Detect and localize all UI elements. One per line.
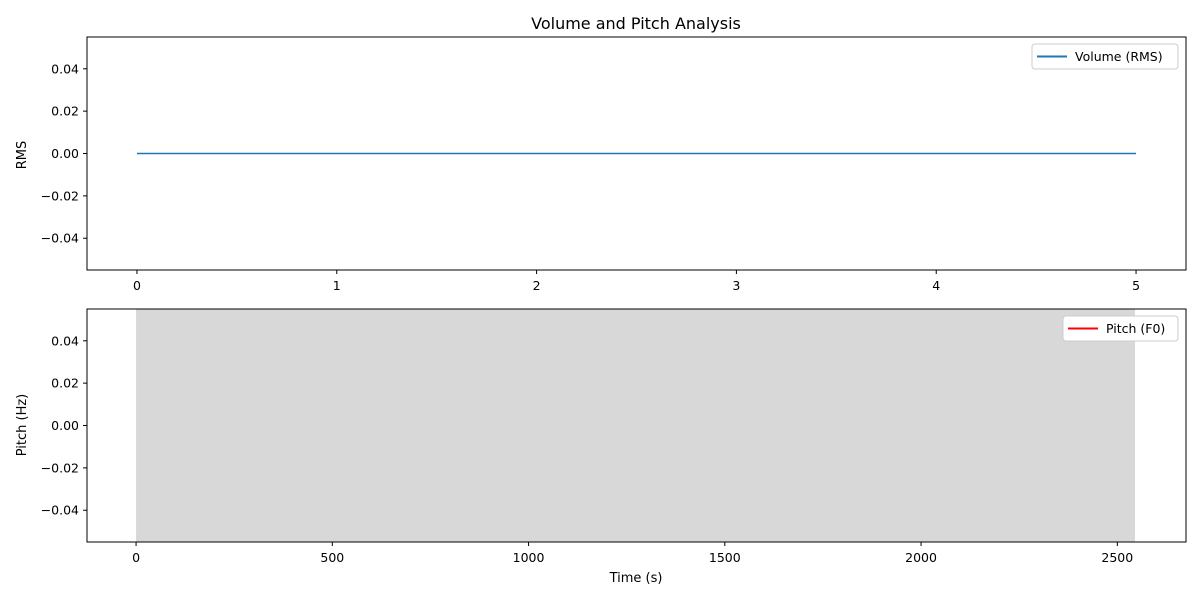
pitch-y-tick-label: 0.00 — [51, 418, 79, 433]
pitch-legend-label: Pitch (F0) — [1106, 321, 1165, 336]
volume-x-tick-label: 2 — [533, 278, 541, 293]
pitch-panel: −0.04 −0.02 0.00 0.02 0.04 0 500 1000 1500 2000 2… — [15, 308, 1187, 586]
volume-legend-label: Volume (RMS) — [1075, 49, 1163, 64]
volume-y-ticks: −0.04 −0.02 0.00 0.02 0.04 — [41, 61, 87, 246]
volume-y-tick-label: 0.00 — [51, 146, 79, 161]
pitch-y-ticks: −0.04 −0.02 0.00 0.02 0.04 — [41, 333, 87, 518]
pitch-y-tick-label: −0.04 — [41, 503, 79, 518]
volume-legend-box — [1031, 43, 1179, 70]
volume-panel: −0.04 −0.02 0.00 0.02 0.04 0 1 2 3 4 5 RMS Volume… — [15, 36, 1187, 293]
pitch-x-ticks: 0 500 1000 1500 2000 2500 — [132, 542, 1133, 565]
pitch-legend: Pitch (F0) — [1062, 315, 1179, 342]
volume-x-ticks: 0 1 2 3 4 5 — [133, 270, 1140, 293]
volume-y-label: RMS — [15, 141, 30, 170]
volume-y-tick-label: 0.04 — [51, 61, 79, 76]
chart-title: Volume and Pitch Analysis — [531, 14, 741, 33]
pitch-x-tick-label: 1500 — [709, 550, 741, 565]
pitch-legend-box — [1062, 315, 1179, 342]
volume-x-tick-label: 0 — [133, 278, 141, 293]
pitch-shaded-span — [136, 309, 1135, 542]
volume-y-tick-label: −0.04 — [41, 231, 79, 246]
volume-x-tick-label: 3 — [732, 278, 740, 293]
pitch-y-tick-label: −0.02 — [41, 460, 79, 475]
pitch-x-label: Time (s) — [609, 571, 663, 586]
volume-x-tick-label: 4 — [932, 278, 940, 293]
pitch-x-tick-label: 0 — [132, 550, 140, 565]
pitch-y-tick-label: 0.02 — [51, 376, 79, 391]
volume-x-tick-label: 5 — [1132, 278, 1140, 293]
pitch-y-tick-label: 0.04 — [51, 333, 79, 348]
pitch-x-tick-label: 2500 — [1101, 550, 1133, 565]
volume-legend: Volume (RMS) — [1031, 43, 1179, 70]
volume-y-tick-label: 0.02 — [51, 104, 79, 119]
volume-x-tick-label: 1 — [333, 278, 341, 293]
pitch-x-tick-label: 500 — [320, 550, 344, 565]
volume-plot-frame — [86, 36, 1187, 271]
pitch-x-tick-label: 1000 — [513, 550, 545, 565]
volume-y-tick-label: −0.02 — [41, 188, 79, 203]
pitch-x-tick-label: 2000 — [905, 550, 937, 565]
pitch-y-label: Pitch (Hz) — [15, 394, 30, 457]
pitch-plot-frame — [86, 308, 1187, 543]
